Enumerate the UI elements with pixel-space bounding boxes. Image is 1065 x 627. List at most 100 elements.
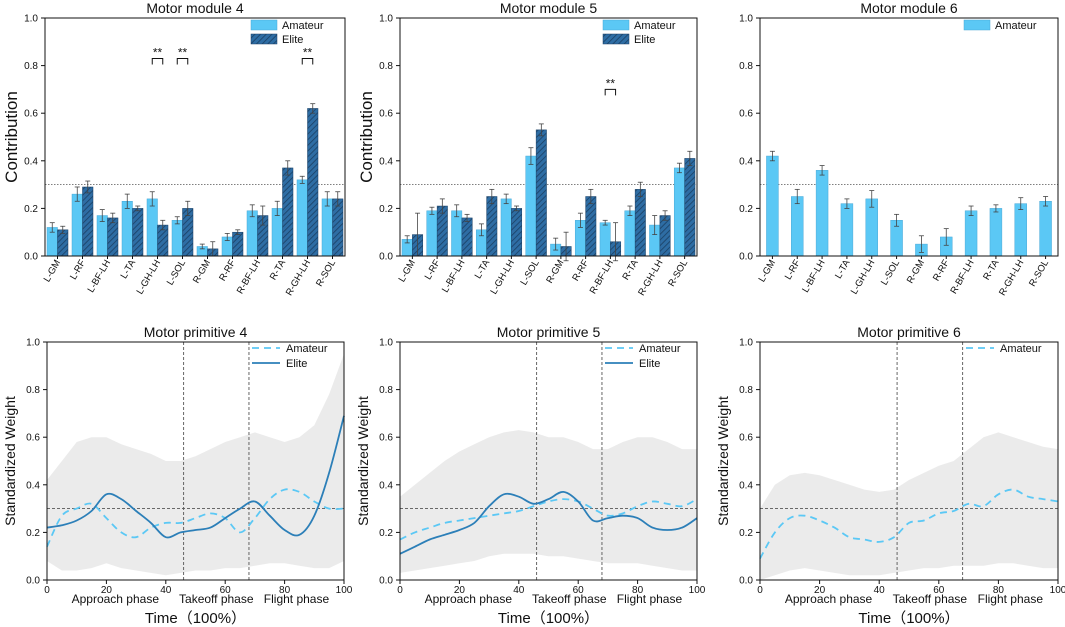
y-tick-label: 1.0 <box>379 14 393 25</box>
x-tick-label: 0 <box>44 585 50 596</box>
phase-label: Approach phase <box>425 592 513 606</box>
phase-label: Approach phase <box>72 592 160 606</box>
category-label: R-RF <box>570 258 591 283</box>
x-tick-label: 40 <box>513 585 525 596</box>
legend-label: Amateur <box>1000 343 1042 355</box>
category-label: R-SOL <box>1027 258 1051 289</box>
y-tick-label: 0.8 <box>379 385 393 396</box>
category-label: R-TA <box>268 257 289 282</box>
legend-swatch-amateur <box>250 19 278 31</box>
amateur-bar <box>624 210 636 257</box>
category-label: R-GM <box>905 258 927 286</box>
legend-label: Amateur <box>282 20 324 32</box>
amateur-bar <box>451 210 463 257</box>
significance-bracket <box>604 88 617 96</box>
y-tick-label: 0.0 <box>24 252 38 263</box>
amateur-bar <box>791 196 804 257</box>
x-tick-label: 80 <box>993 585 1005 596</box>
amateur-bar <box>426 210 438 257</box>
elite-bar <box>511 208 523 257</box>
phase-label: Takeoff phase <box>179 592 254 606</box>
y-tick-label: 0.8 <box>739 61 753 72</box>
elite-line <box>46 415 345 539</box>
plot-frame <box>759 341 1059 581</box>
category-label: L-BF-LH <box>800 258 828 295</box>
y-tick-label: 0.6 <box>739 433 753 444</box>
legend-swatch-elite <box>250 33 278 45</box>
y-tick-label: 0.6 <box>739 109 753 120</box>
amateur-bar <box>989 208 1003 257</box>
y-tick-label: 0.4 <box>24 156 38 167</box>
y-tick-label: 0.6 <box>26 433 40 444</box>
y-tick-label: 0.4 <box>379 156 393 167</box>
elite-bar <box>282 167 294 257</box>
y-tick-label: 0.2 <box>379 528 393 539</box>
amateur-bar <box>1014 203 1027 257</box>
variability-band <box>400 430 697 573</box>
phase-label: Approach phase <box>785 592 873 606</box>
category-label: L-GH-LH <box>135 258 164 297</box>
plot-frame <box>44 17 346 257</box>
y-tick-label: 0.0 <box>26 576 40 587</box>
y-tick-label: 0.0 <box>739 252 753 263</box>
chart-title: Motor module 5 <box>500 0 597 16</box>
elite-bar <box>232 231 244 257</box>
elite-bar <box>585 196 597 257</box>
variability-band <box>760 432 1058 580</box>
chart-title: Motor primitive 5 <box>497 324 601 340</box>
legend-label: Amateur <box>995 20 1037 32</box>
elite-bar <box>535 129 547 257</box>
x-tick-label: 60 <box>933 585 945 596</box>
category-label: R-SOL <box>666 258 690 289</box>
amateur-bar <box>121 201 133 257</box>
category-label: R-BF-LH <box>588 258 616 296</box>
category-label: L-TA <box>119 257 139 280</box>
y-tick-label: 1.0 <box>26 338 40 349</box>
elite-bar <box>307 108 319 257</box>
legend-swatch-elite <box>602 33 630 45</box>
panel-6: Motor primitive 6 0.0 0.2 0.4 0.6 0.8 1.0 Stand… <box>715 324 1065 627</box>
amateur-bar <box>296 179 308 257</box>
category-label: L-GM <box>757 258 778 284</box>
amateur-bar <box>766 155 779 257</box>
phase-label: Takeoff phase <box>532 592 607 606</box>
x-tick-label: 0 <box>397 585 403 596</box>
y-tick-label: 0.0 <box>379 576 393 587</box>
legend-label: Elite <box>639 358 660 370</box>
amateur-bar <box>525 155 537 257</box>
category-label: L-GM <box>42 258 63 284</box>
panel-1: Motor module 4 0.0 0.2 0.4 0.6 0.8 1.0 Contribu… <box>2 0 346 298</box>
y-tick-label: 0.0 <box>379 252 393 263</box>
panel-2: Motor module 5 0.0 0.2 0.4 0.6 0.8 1.0 Contribu… <box>357 0 698 298</box>
amateur-line <box>399 498 698 541</box>
legend-swatch-amateur <box>963 19 991 31</box>
y-tick-label: 0.4 <box>739 156 753 167</box>
y-tick-label: 0.4 <box>26 480 40 491</box>
elite-bar <box>82 186 94 257</box>
category-label: R-GH-LH <box>284 258 313 298</box>
y-tick-label: 0.8 <box>739 385 753 396</box>
panel-3: Motor module 6 0.0 0.2 0.4 0.6 0.8 1.0 L-GM L-RF… <box>739 0 1059 298</box>
panel-4: Motor primitive 4 0.0 0.2 0.4 0.6 0.8 1.0 Stand… <box>2 324 353 627</box>
category-label: L-GH-LH <box>488 258 517 297</box>
plot-frame <box>399 341 698 581</box>
category-label: R-GH-LH <box>636 258 665 298</box>
category-label: R-GM <box>191 258 213 286</box>
amateur-bar <box>599 222 611 257</box>
x-tick-label: 20 <box>101 585 113 596</box>
category-label: R-RF <box>931 258 952 283</box>
y-tick-label: 0.4 <box>379 480 393 491</box>
phase-label: Flight phase <box>617 592 683 606</box>
y-tick-label: 0.2 <box>739 204 753 215</box>
x-tick-label: 20 <box>814 585 826 596</box>
legend-label: Elite <box>634 34 655 46</box>
legend-label: Elite <box>286 358 307 370</box>
amateur-bar <box>1039 201 1052 257</box>
y-tick-label: 0.6 <box>379 433 393 444</box>
x-tick-label: 100 <box>1050 585 1065 596</box>
category-label: L-GH-LH <box>849 258 878 297</box>
elite-bar <box>659 215 671 257</box>
elite-line <box>399 491 698 555</box>
y-tick-label: 0.8 <box>24 61 38 72</box>
category-label: R-BF-LH <box>948 258 976 296</box>
